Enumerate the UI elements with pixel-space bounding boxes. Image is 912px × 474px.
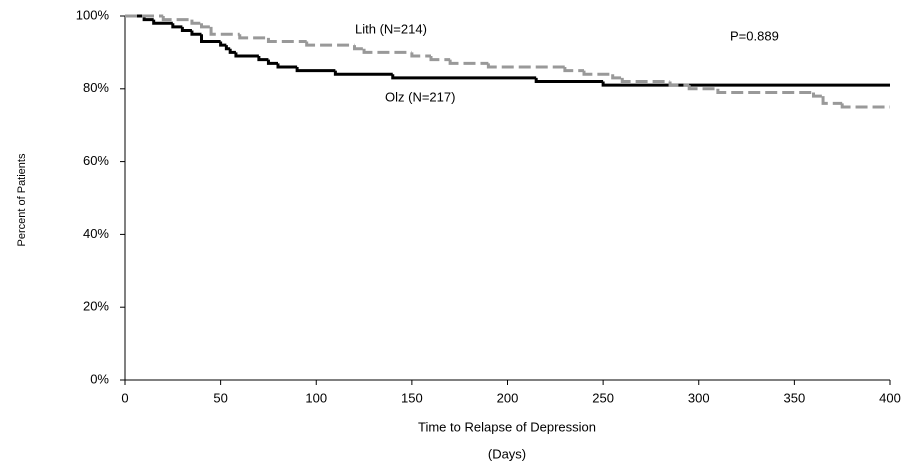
survival-step [209, 26, 240, 36]
x-tick-label: 300 [688, 390, 710, 405]
y-tick-label: 20% [83, 299, 109, 314]
survival-step [391, 74, 537, 80]
series-label: Lith (N=214) [355, 21, 427, 36]
x-tick-label: 350 [784, 390, 806, 405]
y-tick-label: 80% [83, 80, 109, 95]
survival-step [276, 63, 298, 69]
survival-step [266, 37, 307, 43]
survival-step [333, 70, 393, 76]
survival-step [362, 48, 412, 54]
survival-step [200, 23, 212, 29]
survival-step [305, 41, 355, 47]
x-axis-sublabel: (Days) [488, 446, 526, 461]
survival-step [190, 30, 202, 36]
y-axis-label: Percent of Patients [16, 153, 28, 246]
survival-step [353, 45, 365, 51]
survival-step [840, 103, 890, 109]
x-tick-label: 100 [305, 390, 327, 405]
survival-step [257, 56, 269, 62]
survival-step [190, 19, 202, 25]
x-tick-label: 200 [497, 390, 519, 405]
survival-step [200, 34, 221, 43]
survival-step [448, 59, 489, 65]
survival-step [219, 41, 227, 47]
survival-step [486, 63, 565, 69]
y-tick-label: 0% [90, 371, 109, 386]
x-tick-label: 250 [592, 390, 614, 405]
survival-step [620, 77, 671, 84]
annotation: P=0.889 [730, 28, 779, 43]
survival-step [234, 52, 259, 58]
survival-step [821, 96, 843, 105]
y-tick-label: 60% [83, 153, 109, 168]
survival-step [410, 52, 431, 58]
survival-step [171, 23, 183, 29]
survival-step [266, 59, 278, 65]
survival-step [238, 34, 269, 40]
series-label: Olz (N=217) [385, 89, 455, 104]
survival-step [611, 74, 623, 80]
survival-step [668, 81, 690, 87]
y-tick-label: 100% [76, 7, 110, 22]
survival-step [534, 77, 604, 84]
survival-step [224, 45, 231, 51]
x-axis-label: Time to Relapse of Depression [418, 419, 596, 434]
x-tick-label: 0 [121, 390, 128, 405]
survival-step [601, 81, 890, 87]
survival-step [582, 70, 613, 76]
survival-step [161, 16, 192, 22]
survival-step [180, 26, 192, 33]
survival-step [563, 66, 584, 73]
survival-step [295, 66, 336, 73]
survival-step [812, 92, 824, 98]
survival-step [228, 48, 236, 54]
survival-step [152, 19, 173, 25]
x-tick-label: 150 [401, 390, 423, 405]
survival-step [687, 85, 718, 91]
survival-step [716, 88, 814, 94]
x-tick-label: 400 [879, 390, 901, 405]
survival-step [429, 56, 451, 62]
x-tick-label: 50 [213, 390, 227, 405]
y-tick-label: 40% [83, 226, 109, 241]
